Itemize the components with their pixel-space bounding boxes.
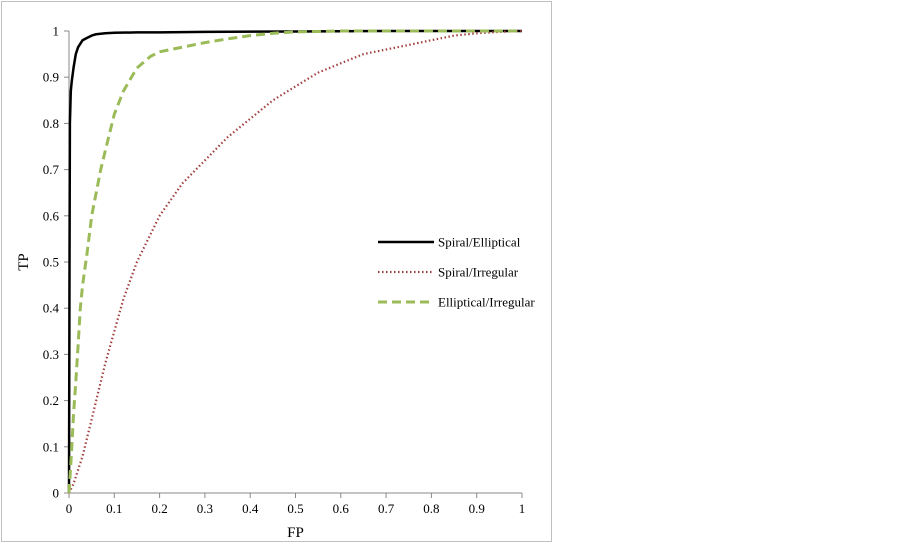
x-tick-label: 0.6	[333, 501, 350, 516]
y-tick-label: 0.3	[43, 347, 59, 362]
chart-frame	[1, 1, 552, 542]
series-layer	[67, 29, 523, 494]
y-tick-label: 0.5	[43, 255, 59, 270]
y-tick-label: 0.4	[43, 301, 60, 316]
series-line-spiral-irregular	[68, 29, 523, 494]
axes: 0 0.1 0.2 0.3 0.4 0.5 0.6 0.7 0.8 0.9 1 0 0.1 0.2 0.3 0…	[43, 24, 526, 517]
y-tick-label: 0.7	[43, 162, 60, 177]
x-tick-label: 0.1	[106, 501, 122, 516]
series-line-spiral-elliptical	[67, 29, 522, 494]
x-tick-label: 0.2	[151, 501, 167, 516]
y-tick-label: 0.9	[43, 70, 59, 85]
legend: Spiral/Elliptical Spiral/Irregular Ellipti…	[378, 235, 535, 310]
y-tick-label: 0.1	[43, 439, 59, 454]
y-axis-title: TP	[16, 253, 32, 271]
x-tick-label: 0.9	[469, 501, 485, 516]
legend-label: Elliptical/Irregular	[438, 295, 535, 310]
x-tick-label: 0.3	[197, 501, 213, 516]
x-tick-label: 0.8	[423, 501, 439, 516]
y-tick-label: 0.6	[43, 208, 60, 223]
y-tick-label: 0	[53, 486, 60, 501]
x-tick-label: 0.7	[378, 501, 395, 516]
x-axis-title: FP	[287, 525, 304, 541]
legend-label: Spiral/Elliptical	[438, 235, 521, 250]
x-tick-label: 0.4	[242, 501, 259, 516]
x-tick-label: 1	[519, 501, 526, 516]
y-tick-label: 0.2	[43, 393, 59, 408]
series-line-elliptical-irregular	[67, 29, 522, 494]
x-tick-label: 0	[66, 501, 73, 516]
x-tick-label: 0.5	[287, 501, 303, 516]
legend-label: Spiral/Irregular	[438, 265, 519, 280]
y-tick-label: 0.8	[43, 116, 59, 131]
y-tick-label: 1	[53, 24, 60, 39]
